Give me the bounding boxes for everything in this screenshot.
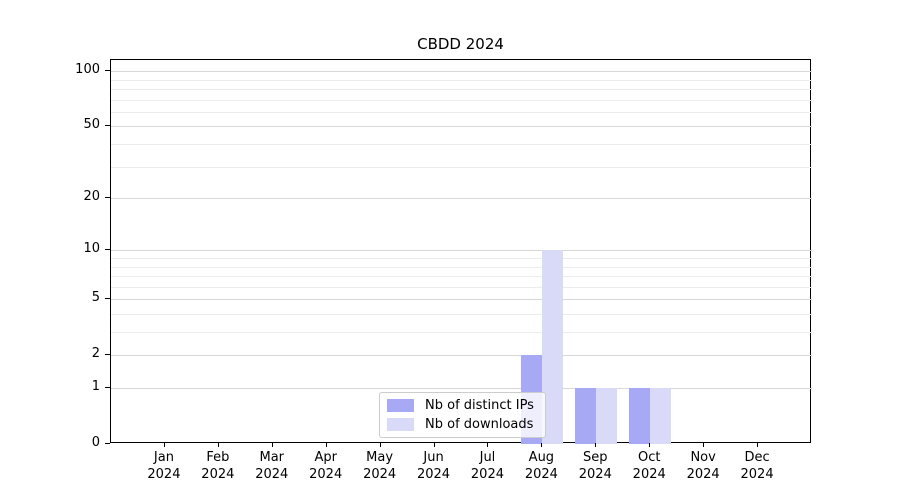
- x-axis-tick: [163, 443, 165, 447]
- grid-line-major: [111, 250, 812, 252]
- x-axis-tick: [649, 443, 651, 447]
- x-axis-tick: [379, 443, 381, 447]
- y-axis-tick: [105, 249, 110, 251]
- x-axis-tick-label: Jul 2024: [470, 450, 504, 482]
- x-axis-tick-label: Aug 2024: [524, 450, 558, 482]
- legend-entry-distinct-ips: Nb of distinct IPs: [387, 398, 538, 413]
- bar-distinct-ips: [575, 388, 597, 444]
- x-axis-tick: [271, 443, 273, 447]
- x-axis-tick-label: Oct 2024: [632, 450, 666, 482]
- bar-distinct-ips: [629, 388, 651, 444]
- x-axis-tick: [433, 443, 435, 447]
- x-axis-tick-label: Apr 2024: [309, 450, 343, 482]
- x-axis-tick-label: Feb 2024: [201, 450, 235, 482]
- grid-line-major: [111, 198, 812, 200]
- y-axis-tick: [105, 443, 110, 444]
- grid-line-minor: [111, 276, 812, 278]
- x-axis-tick-label: Nov 2024: [686, 450, 720, 482]
- grid-line-minor: [111, 79, 812, 81]
- grid-line-minor: [111, 111, 812, 113]
- y-axis-tick-label: 10: [83, 241, 100, 257]
- y-axis-tick-label: 100: [75, 62, 100, 78]
- x-axis-tick: [757, 443, 759, 447]
- grid-line-minor: [111, 166, 812, 168]
- grid-line-minor: [111, 99, 812, 101]
- grid-line-minor: [111, 313, 812, 315]
- grid-line-major: [111, 126, 812, 128]
- x-axis-tick: [325, 443, 327, 447]
- x-axis-tick: [541, 443, 543, 447]
- legend-entry-downloads: Nb of downloads: [387, 417, 538, 432]
- y-axis-tick-label: 20: [83, 189, 100, 205]
- grid-line-minor: [111, 332, 812, 333]
- y-axis-tick: [105, 125, 110, 127]
- grid-line-minor: [111, 266, 812, 268]
- grid-line-minor: [111, 257, 812, 259]
- x-axis-tick: [217, 443, 219, 447]
- x-axis-tick-label: Sep 2024: [578, 450, 612, 482]
- grid-line-minor: [111, 144, 812, 145]
- bar-downloads: [650, 388, 672, 444]
- x-axis-tick: [703, 443, 705, 447]
- x-axis-tick: [487, 443, 489, 447]
- y-axis-tick: [105, 197, 110, 199]
- bar-downloads: [596, 388, 618, 444]
- y-axis-tick-label: 5: [91, 290, 100, 306]
- chart-title: CBDD 2024: [417, 35, 504, 53]
- legend-swatch-downloads: [387, 418, 414, 431]
- y-axis-tick: [105, 387, 110, 388]
- y-axis-tick-label: 2: [91, 346, 100, 362]
- y-axis-tick-label: 1: [91, 379, 100, 394]
- grid-line-minor: [111, 89, 812, 90]
- bar-downloads: [542, 250, 564, 444]
- legend: Nb of distinct IPs Nb of downloads: [379, 392, 546, 438]
- y-axis-tick: [105, 298, 110, 300]
- x-axis-tick-label: Mar 2024: [255, 450, 289, 482]
- legend-swatch-distinct-ips: [387, 399, 414, 412]
- y-axis-tick: [105, 354, 110, 356]
- x-axis-tick: [595, 443, 597, 447]
- y-axis-tick-label: 50: [83, 117, 100, 133]
- grid-line-major: [111, 388, 812, 389]
- grid-line-minor: [111, 286, 812, 288]
- grid-line-major: [111, 71, 812, 73]
- x-axis-tick-label: May 2024: [363, 450, 397, 482]
- grid-line-major: [111, 355, 812, 357]
- legend-label-distinct-ips: Nb of distinct IPs: [425, 398, 534, 413]
- y-axis-tick: [105, 70, 110, 72]
- y-axis-tick-label: 0: [91, 435, 100, 450]
- grid-line-major: [111, 299, 812, 301]
- legend-label-downloads: Nb of downloads: [425, 417, 534, 432]
- x-axis-tick-label: Dec 2024: [740, 450, 774, 482]
- plot-area: [110, 59, 812, 444]
- x-axis-tick-label: Jun 2024: [416, 450, 451, 482]
- x-axis-tick-label: Jan 2024: [147, 450, 181, 482]
